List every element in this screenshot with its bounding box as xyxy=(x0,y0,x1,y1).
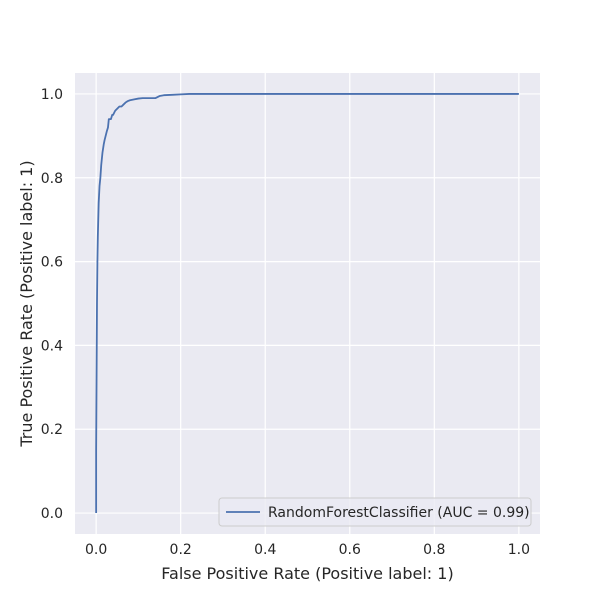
x-axis-title: False Positive Rate (Positive label: 1) xyxy=(161,564,453,583)
y-tick-label: 0.4 xyxy=(41,338,63,354)
roc-curve-line xyxy=(95,93,519,514)
y-tick-label: 0.2 xyxy=(41,422,63,438)
y-axis-title: True Positive Rate (Positive label: 1) xyxy=(17,160,36,447)
x-tick-label: 0.6 xyxy=(339,542,361,558)
x-tick-label: 0.8 xyxy=(423,542,445,558)
x-tick-label: 0.2 xyxy=(170,542,192,558)
legend-label: RandomForestClassifier (AUC = 0.99) xyxy=(268,505,530,521)
y-tick-label: 0.0 xyxy=(41,506,63,522)
y-tick-label: 1.0 xyxy=(41,87,63,103)
y-tick-label: 0.6 xyxy=(41,255,63,271)
x-tick-label: 1.0 xyxy=(508,542,530,558)
x-tick-label: 0.0 xyxy=(85,542,107,558)
series-layer xyxy=(95,93,519,514)
legend-box xyxy=(218,497,532,527)
y-tick-label: 0.8 xyxy=(41,171,63,187)
y-tick-labels: 0.0 0.2 0.4 0.6 0.8 1.0 xyxy=(41,87,63,522)
plot-background xyxy=(75,73,540,534)
x-tick-labels: 0.0 0.2 0.4 0.6 0.8 1.0 xyxy=(85,542,530,558)
x-tick-label: 0.4 xyxy=(254,542,276,558)
legend: RandomForestClassifier (AUC = 0.99) xyxy=(218,497,532,527)
grid-lines xyxy=(75,73,540,534)
